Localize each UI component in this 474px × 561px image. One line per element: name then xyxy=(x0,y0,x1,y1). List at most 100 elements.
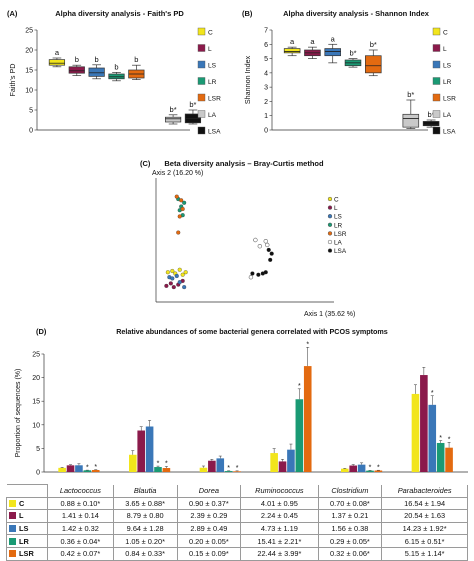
panel-d-bar-ls xyxy=(357,464,366,472)
table-cell: 1.56 ± 0.38 xyxy=(317,521,383,536)
table-cell: 1.42 ± 0.32 xyxy=(47,521,114,536)
table-group-label: LS xyxy=(19,524,29,534)
panel-d-star-lsr: * xyxy=(306,341,309,348)
table-cell: 22.44 ± 3.99* xyxy=(240,546,319,561)
panel-a-ytick-label: 25 xyxy=(25,28,33,35)
abundance-table: Lactococcus Blautia Dorea Ruminococcus Clost… xyxy=(6,484,468,561)
table-cell: 2.39 ± 0.29 xyxy=(176,509,242,523)
panel-a-legend-label-lsa: LSA xyxy=(208,129,221,136)
panel-d-bar-c xyxy=(58,467,66,472)
table-swatch xyxy=(9,499,16,507)
table-cell: 0.90 ± 0.37* xyxy=(176,496,242,511)
panel-c-point-lsa xyxy=(263,270,268,275)
table-cell: 1.37 ± 0.21 xyxy=(317,509,383,523)
panel-c-point-la xyxy=(257,244,263,249)
table-cell: 1.41 ± 0.14 xyxy=(47,509,114,523)
table-swatch xyxy=(9,512,16,520)
panel-d-bar-l xyxy=(278,461,287,472)
panel-a-panel-letter: (A) xyxy=(7,9,18,18)
panel-b-sig-l: a xyxy=(310,37,315,46)
table-row: C 0.88 ± 0.10* 3.65 ± 0.88* 0.90 ± 0.37* 4.0… xyxy=(6,496,468,511)
panel-d-bar-lr xyxy=(295,399,304,472)
panel-d-bar-lsr xyxy=(162,468,171,472)
panel-d-bar-lsr xyxy=(303,366,312,472)
panel-a-sig-lsa: b* xyxy=(189,100,196,109)
panel-d-star-lr: * xyxy=(298,383,301,390)
panel-c-point-lsr xyxy=(176,230,181,235)
panel-b-legend-label-lr: LR xyxy=(443,79,452,86)
panel-d-star-lr: * xyxy=(369,465,372,472)
panel-d-bar-l xyxy=(349,465,357,472)
panel-d-star-lr: * xyxy=(439,435,442,442)
panel-d-star-lsr: * xyxy=(377,464,380,471)
table-cell: 2.24 ± 0.45 xyxy=(240,509,319,523)
table-header-genus: Blautia xyxy=(112,484,178,498)
table-header-genus: Clostridium xyxy=(317,484,383,498)
table-cell: 6.15 ± 0.51* xyxy=(381,534,468,548)
table-cell: 0.20 ± 0.05* xyxy=(176,534,242,548)
panel-c-point-l xyxy=(168,281,173,286)
panel-a-legend-swatch-lsr xyxy=(197,93,206,102)
panel-d-panel-letter: (D) xyxy=(36,327,47,336)
panel-b-ytick-label: 3 xyxy=(264,85,268,92)
panel-a-ytick-label: 15 xyxy=(25,68,33,75)
table-header-genus: Dorea xyxy=(176,484,242,498)
panel-c-point-lsa xyxy=(256,272,261,277)
panel-d-star-lr: * xyxy=(227,465,230,472)
table-cell: 4.73 ± 1.19 xyxy=(240,521,319,536)
table-cell: 0.42 ± 0.07* xyxy=(47,546,114,561)
panel-b-legend-swatch-lsr xyxy=(432,93,441,102)
panel-d-bar-l xyxy=(137,430,145,472)
panel-a-legend-swatch-ls xyxy=(197,60,206,69)
panel-a-ytick-label: 20 xyxy=(25,48,33,55)
panel-b-box-ls xyxy=(324,48,341,57)
table-cell: 0.36 ± 0.04* xyxy=(47,534,114,548)
panel-c-legend-marker-la xyxy=(327,239,333,245)
panel-a-ytick-label: 10 xyxy=(25,88,33,95)
panel-b-ytick-label: 4 xyxy=(264,70,268,77)
panel-d-bar-ls xyxy=(216,458,225,472)
panel-b-sig-lr: b* xyxy=(349,49,356,58)
table-header-genus: Ruminococcus xyxy=(240,484,319,498)
panel-d-bar-lr xyxy=(83,470,92,472)
panel-a-box-ls xyxy=(88,67,105,77)
panel-d-bar-l xyxy=(66,465,75,472)
panel-c-legend-label-l: L xyxy=(334,205,338,212)
panel-c-point-ls xyxy=(177,280,182,285)
panel-c-point-c xyxy=(177,267,182,272)
panel-d-ytick-label: 5 xyxy=(36,446,40,453)
panel-a-sig-l: b xyxy=(75,55,79,64)
panel-a-box-la xyxy=(164,116,182,123)
panel-d-ytick-label: 20 xyxy=(32,375,40,382)
panel-a-legend-label-l: L xyxy=(208,46,212,53)
table-group-cell: LSR xyxy=(6,546,48,561)
panel-b-sig-la: b* xyxy=(407,90,414,99)
table-header-genus: Parabacteroides xyxy=(381,484,468,498)
panel-c-point-lsr xyxy=(180,206,185,212)
panel-b-sig-ls: a xyxy=(331,34,336,43)
panel-a-legend-swatch-l xyxy=(197,44,206,52)
panel-a-ylabel: Faith's PD xyxy=(8,64,17,97)
table-cell: 14.23 ± 1.92* xyxy=(381,521,468,536)
panel-d-bar-c xyxy=(341,468,349,472)
panel-c-point-c xyxy=(180,272,185,277)
panel-d-bar-lsr xyxy=(374,470,383,472)
panel-a-legend-label-la: LA xyxy=(208,112,217,119)
panel-d-bar-lr xyxy=(366,470,374,472)
panel-c-point-la xyxy=(265,242,270,248)
panel-a-sig-ls: b xyxy=(95,55,99,64)
table-cell: 20.54 ± 1.63 xyxy=(381,509,468,523)
panel-d-star-lr: * xyxy=(86,464,89,471)
table-group-label: C xyxy=(19,498,25,508)
panel-b-legend-label-l: L xyxy=(443,46,447,53)
panel-c-point-lsa xyxy=(266,247,271,252)
panel-d-star-lsr: * xyxy=(94,464,97,471)
panel-d-ytick-label: 0 xyxy=(36,470,40,477)
panel-c-legend-label-lsr: LSR xyxy=(334,231,347,238)
table-cell: 16.54 ± 1.94 xyxy=(381,496,468,511)
table-cell: 4.01 ± 0.95 xyxy=(240,496,319,511)
panel-d-ytick-label: 25 xyxy=(32,352,40,359)
panel-a-legend-label-lsr: LSR xyxy=(208,96,221,103)
panel-b-sig-lsr: b* xyxy=(370,40,377,49)
